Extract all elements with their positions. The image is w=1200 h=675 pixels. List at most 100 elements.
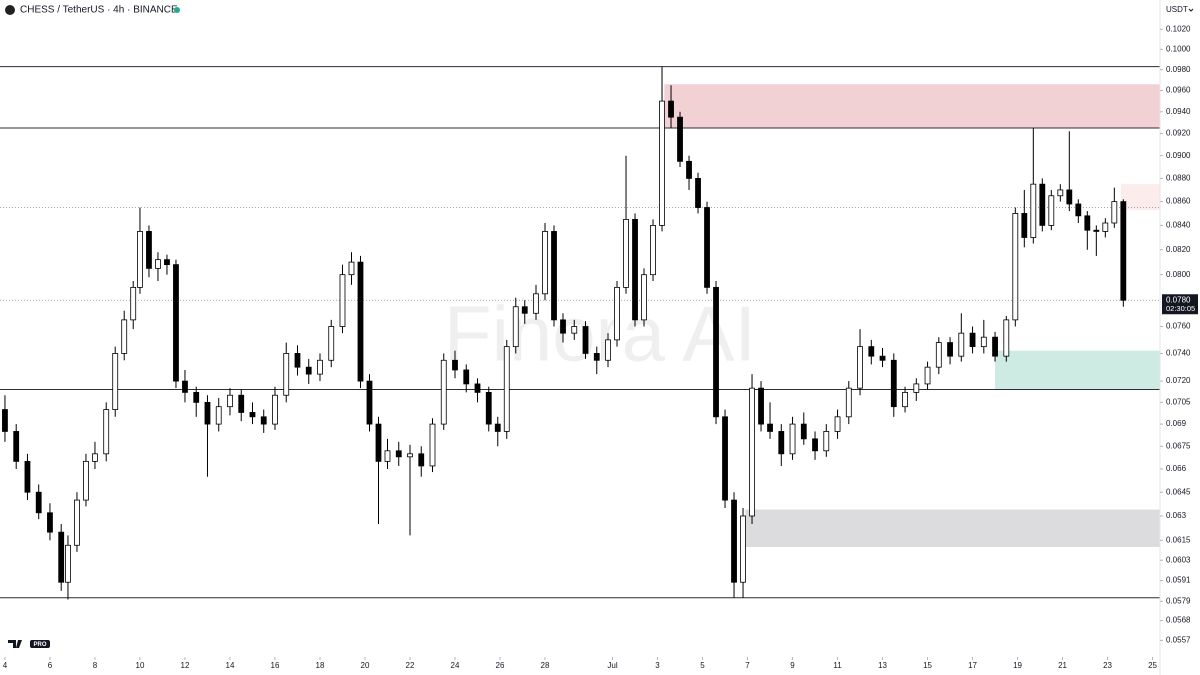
y-tick-label: 0.0900 (1166, 151, 1191, 160)
y-tick-label: 0.0960 (1166, 86, 1191, 95)
zone (664, 84, 1160, 129)
candle-body (913, 383, 920, 393)
symbol-title: CHESS / TetherUS · 4h · BINANCE (20, 5, 178, 16)
candle-body (1084, 215, 1091, 231)
candle-body (103, 409, 110, 455)
x-tick-label: 16 (271, 661, 280, 670)
y-tick-label: 0.0740 (1166, 349, 1191, 358)
x-tick-label: 5 (700, 661, 705, 670)
candle-body (551, 231, 557, 321)
price-tag-label: 0.0780 (1166, 295, 1191, 304)
candle-body (249, 412, 256, 418)
x-tick-label: 28 (541, 661, 550, 670)
y-tick-label: 0.0920 (1166, 129, 1191, 138)
candle-body (758, 387, 764, 425)
candle-body (47, 512, 53, 533)
candle-body (193, 391, 200, 403)
candle-body (339, 274, 346, 327)
y-tick-label: 0.0800 (1166, 270, 1191, 279)
watermark: Finora AI (444, 290, 756, 378)
candle-body (164, 259, 170, 266)
candle-body (474, 383, 481, 393)
candle-body (2, 409, 8, 432)
candle-body (947, 342, 953, 357)
x-tick-label: 25 (1148, 661, 1157, 670)
candle-body (632, 219, 638, 321)
plot-area (0, 66, 1160, 600)
candle-body (560, 319, 566, 334)
candle-body (641, 274, 647, 321)
x-tick-label: 11 (833, 661, 842, 670)
candle-body (704, 207, 710, 288)
candle-body (375, 423, 382, 462)
candle-body (1093, 229, 1100, 232)
candle-body (800, 423, 807, 440)
candle-body (593, 353, 600, 361)
y-tick-label: 0.0760 (1166, 322, 1191, 331)
x-tick-label: 17 (968, 661, 977, 670)
candle-body (366, 380, 373, 425)
x-tick-label: 7 (745, 661, 750, 670)
candle-body (605, 339, 611, 361)
y-tick-label: 0.0820 (1166, 245, 1191, 254)
candle-body (1120, 201, 1127, 301)
y-tick-label: 0.1020 (1166, 24, 1191, 33)
candle-body (512, 306, 519, 348)
candle-body (533, 293, 539, 314)
y-tick-label: 0.0615 (1166, 535, 1191, 544)
candle-body (879, 355, 886, 361)
x-tick-label: 3 (655, 661, 660, 670)
candle-body (58, 531, 65, 583)
y-tick-label: 0.0705 (1166, 397, 1191, 406)
candle-body (238, 394, 245, 413)
logo-badge (30, 640, 50, 648)
candle-body (13, 431, 20, 462)
logo-badge-text: PRO (33, 642, 46, 648)
candle-body (521, 306, 528, 314)
candle-body (74, 499, 80, 546)
candle-body (686, 160, 692, 179)
candle-body (1021, 213, 1028, 238)
candle-body (722, 416, 728, 501)
x-tick-label: 22 (406, 661, 415, 670)
x-tick-label: 19 (1013, 661, 1022, 670)
candle-body (121, 319, 128, 354)
y-tick-label: 0.1000 (1166, 44, 1191, 53)
x-tick-label: 14 (226, 661, 235, 670)
logo: PRO (8, 640, 50, 648)
candle-body (305, 366, 312, 375)
status-dot[interactable] (174, 7, 180, 13)
candle-body (677, 116, 683, 162)
y-tick-label: 0.0568 (1166, 616, 1191, 625)
candle-body (1048, 195, 1055, 226)
candle-body (294, 353, 301, 368)
candle-body (204, 401, 211, 425)
candle-body (1057, 189, 1064, 197)
candle-body (485, 391, 492, 425)
y-tick-label: 0.0675 (1166, 441, 1191, 450)
candle-body (1075, 203, 1082, 217)
y-tick-label: 0.0603 (1166, 555, 1191, 564)
candle-body (1030, 183, 1037, 238)
candle-body (980, 336, 987, 348)
candle-body (668, 100, 674, 118)
candle-body (695, 178, 701, 208)
candle-body (1066, 189, 1073, 205)
candle-body (731, 499, 737, 583)
zone (1121, 184, 1160, 210)
candle-body (857, 346, 863, 389)
symbol-icon (5, 5, 15, 15)
candle-body (384, 450, 391, 462)
candle-body (1003, 319, 1010, 357)
y-tick-label: 0.0645 (1166, 487, 1191, 496)
candle-body (146, 231, 152, 269)
candle-body (650, 224, 656, 276)
candle-body (834, 416, 841, 432)
candle-body (571, 326, 578, 334)
candle-body (713, 286, 719, 418)
currency-select[interactable]: USDT (1166, 5, 1188, 14)
x-tick-label: 15 (923, 661, 932, 670)
candle-body (173, 264, 179, 382)
currency-chevron[interactable] (1188, 8, 1194, 12)
candle-body (452, 359, 458, 371)
